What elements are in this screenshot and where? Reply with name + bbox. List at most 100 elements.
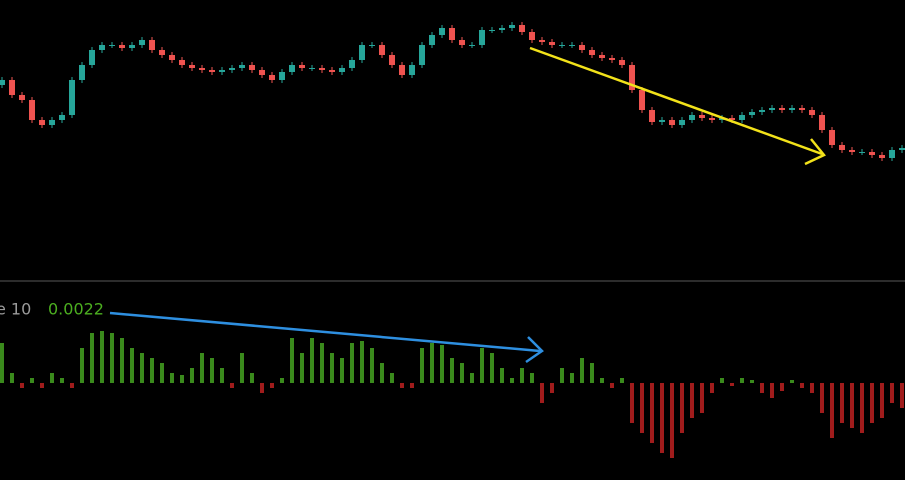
histogram-bar: [20, 383, 24, 388]
histogram-bar: [210, 358, 214, 383]
histogram-bar: [640, 383, 644, 433]
histogram-bar: [90, 333, 94, 383]
candle-body: [349, 60, 355, 68]
candle-body: [49, 120, 55, 125]
candle-body: [539, 40, 545, 42]
candle-body: [329, 70, 335, 72]
candle-body: [599, 55, 605, 58]
candle-body: [209, 70, 215, 72]
candle-body: [19, 95, 25, 100]
histogram-bar: [230, 383, 234, 388]
candle-body: [499, 28, 505, 30]
indicator-value: 0.0022: [48, 300, 104, 319]
candle-body: [749, 112, 755, 115]
histogram-bar: [850, 383, 854, 428]
histogram-bar: [0, 343, 4, 383]
histogram-bar: [570, 373, 574, 383]
histogram-bar: [70, 383, 74, 388]
candle-body: [169, 55, 175, 60]
candle-body: [469, 45, 475, 46]
histogram-bar: [130, 348, 134, 383]
histogram-bar: [530, 373, 534, 383]
histogram-bar: [110, 333, 114, 383]
candle-body: [69, 80, 75, 115]
candle-body: [559, 45, 565, 46]
histogram-bar: [750, 380, 754, 383]
candle-body: [779, 108, 785, 110]
histogram-bar: [450, 358, 454, 383]
candle-body: [59, 115, 65, 120]
candle-body: [839, 145, 845, 150]
histogram-bar: [550, 383, 554, 393]
candle-body: [799, 108, 805, 110]
candle-body: [489, 30, 495, 31]
candle-body: [419, 45, 425, 65]
histogram-bar: [190, 368, 194, 383]
histogram-bar: [470, 373, 474, 383]
histogram-bar: [700, 383, 704, 413]
candle-body: [759, 110, 765, 112]
candle-body: [879, 155, 885, 158]
candle-body: [629, 65, 635, 90]
candle-body: [139, 40, 145, 45]
candle-body: [619, 60, 625, 65]
candle-body: [859, 152, 865, 153]
candle-body: [9, 80, 15, 95]
candle-body: [109, 45, 115, 46]
histogram-bar: [140, 353, 144, 383]
candle-body: [389, 55, 395, 65]
indicator-panel: [0, 331, 904, 458]
candle-body: [659, 120, 665, 122]
histogram-bar: [330, 353, 334, 383]
histogram-bar: [600, 378, 604, 383]
candle-body: [849, 150, 855, 152]
histogram-bar: [690, 383, 694, 418]
histogram-bar: [250, 373, 254, 383]
candle-body: [569, 45, 575, 46]
candle-body: [149, 40, 155, 50]
histogram-bar: [620, 378, 624, 383]
candle-body: [219, 70, 225, 72]
histogram-bar: [520, 368, 524, 383]
candle-body: [379, 45, 385, 55]
price-panel: [0, 22, 905, 161]
candle-body: [369, 45, 375, 46]
candle-body: [549, 42, 555, 45]
candle-body: [739, 115, 745, 120]
histogram-bar: [590, 363, 594, 383]
indicator-name: e 10: [0, 300, 31, 319]
candle-body: [449, 28, 455, 40]
candle-body: [639, 90, 645, 110]
histogram-bar: [800, 383, 804, 388]
histogram-bar: [30, 378, 34, 383]
trend-arrow-yellow: [529, 46, 826, 166]
histogram-bar: [610, 383, 614, 388]
histogram-bar: [680, 383, 684, 433]
candle-body: [899, 148, 905, 150]
histogram-bar: [440, 345, 444, 383]
histogram-bar: [560, 368, 564, 383]
histogram-bar: [280, 378, 284, 383]
histogram-bar: [340, 358, 344, 383]
candle-body: [699, 115, 705, 118]
histogram-bar: [360, 341, 364, 383]
candle-body: [159, 50, 165, 55]
histogram-bar: [670, 383, 674, 458]
histogram-bar: [890, 383, 894, 403]
candle-body: [319, 68, 325, 70]
candle-body: [519, 25, 525, 32]
histogram-bar: [180, 375, 184, 383]
histogram-bar: [780, 383, 784, 391]
candle-body: [269, 75, 275, 80]
candle-body: [279, 72, 285, 80]
candle-body: [179, 60, 185, 65]
histogram-bar: [480, 348, 484, 383]
histogram-bar: [260, 383, 264, 393]
histogram-bar: [510, 378, 514, 383]
histogram-bar: [830, 383, 834, 438]
histogram-bar: [170, 373, 174, 383]
histogram-bar: [810, 383, 814, 393]
histogram-bar: [410, 383, 414, 388]
candle-body: [809, 110, 815, 115]
